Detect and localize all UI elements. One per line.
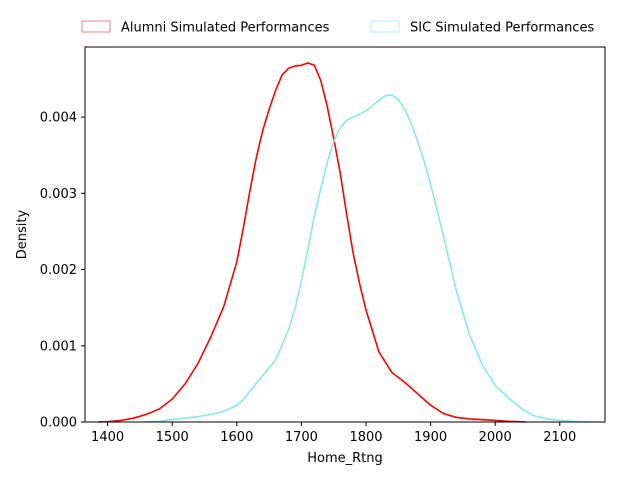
y-tick-label: 0.002 bbox=[40, 263, 77, 278]
x-tick-label: 2000 bbox=[479, 430, 512, 445]
x-tick-label: 1400 bbox=[91, 430, 124, 445]
y-tick-label: 0.003 bbox=[40, 187, 77, 202]
legend-label-1: SIC Simulated Performances bbox=[410, 21, 594, 36]
x-tick-label: 1600 bbox=[220, 430, 253, 445]
legend: Alumni Simulated Performances SIC Simulat… bbox=[81, 20, 594, 36]
x-axis-label: Home_Rtng bbox=[307, 451, 383, 466]
legend-label-0: Alumni Simulated Performances bbox=[121, 21, 330, 36]
y-axis-label: Density bbox=[15, 209, 30, 259]
y-tick-label: 0.004 bbox=[40, 111, 77, 126]
plot-frame bbox=[84, 46, 606, 423]
x-tick-label: 1700 bbox=[285, 430, 318, 445]
x-tick-label: 1500 bbox=[156, 430, 189, 445]
y-axis-ticks: 0.000 0.001 0.002 0.003 0.004 bbox=[40, 111, 85, 431]
legend-swatch-1 bbox=[370, 20, 400, 33]
x-axis-ticks: 1400 1500 1600 1700 1800 1900 2000 2100 bbox=[91, 422, 576, 445]
x-tick-label: 2100 bbox=[543, 430, 576, 445]
y-tick-label: 0.001 bbox=[40, 339, 77, 354]
x-tick-label: 1800 bbox=[349, 430, 382, 445]
legend-swatch-0 bbox=[81, 20, 111, 33]
plot-curves bbox=[97, 62, 593, 423]
x-tick-label: 1900 bbox=[414, 430, 447, 445]
series-line-1 bbox=[143, 94, 593, 423]
y-tick-label: 0.000 bbox=[40, 416, 77, 431]
series-line-0 bbox=[97, 62, 527, 423]
